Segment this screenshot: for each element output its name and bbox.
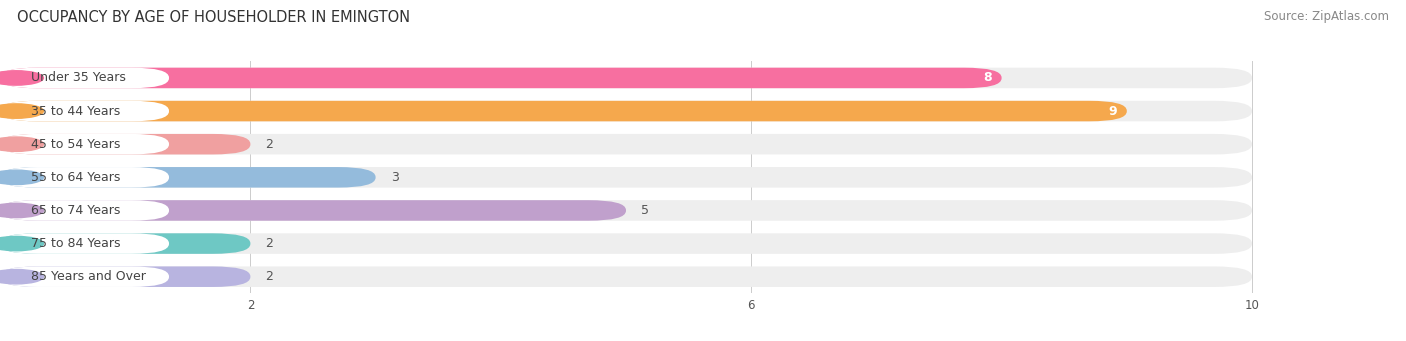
Text: 75 to 84 Years: 75 to 84 Years: [31, 237, 121, 250]
FancyBboxPatch shape: [0, 167, 375, 188]
FancyBboxPatch shape: [0, 266, 250, 287]
Text: 2: 2: [266, 237, 273, 250]
Circle shape: [0, 137, 44, 151]
Text: 9: 9: [1108, 105, 1116, 118]
FancyBboxPatch shape: [0, 233, 169, 254]
Text: OCCUPANCY BY AGE OF HOUSEHOLDER IN EMINGTON: OCCUPANCY BY AGE OF HOUSEHOLDER IN EMING…: [17, 10, 411, 25]
FancyBboxPatch shape: [0, 200, 1251, 221]
FancyBboxPatch shape: [0, 134, 169, 154]
FancyBboxPatch shape: [0, 68, 1001, 88]
Text: 45 to 54 Years: 45 to 54 Years: [31, 138, 121, 151]
Text: 2: 2: [266, 270, 273, 283]
FancyBboxPatch shape: [0, 233, 1251, 254]
Circle shape: [0, 71, 44, 85]
Text: 5: 5: [641, 204, 650, 217]
Circle shape: [0, 236, 44, 251]
Circle shape: [0, 269, 44, 284]
Text: 85 Years and Over: 85 Years and Over: [31, 270, 146, 283]
Text: Under 35 Years: Under 35 Years: [31, 72, 127, 85]
FancyBboxPatch shape: [0, 101, 1251, 121]
FancyBboxPatch shape: [0, 167, 1251, 188]
FancyBboxPatch shape: [0, 266, 1251, 287]
FancyBboxPatch shape: [0, 167, 169, 188]
Circle shape: [0, 104, 44, 118]
Text: 8: 8: [983, 72, 991, 85]
FancyBboxPatch shape: [0, 68, 169, 88]
Circle shape: [0, 170, 44, 184]
Text: Source: ZipAtlas.com: Source: ZipAtlas.com: [1264, 10, 1389, 23]
FancyBboxPatch shape: [0, 68, 1251, 88]
Text: 65 to 74 Years: 65 to 74 Years: [31, 204, 121, 217]
FancyBboxPatch shape: [0, 101, 169, 121]
Text: 35 to 44 Years: 35 to 44 Years: [31, 105, 121, 118]
FancyBboxPatch shape: [0, 101, 1126, 121]
Text: 2: 2: [266, 138, 273, 151]
Text: 55 to 64 Years: 55 to 64 Years: [31, 171, 121, 184]
Text: 3: 3: [391, 171, 398, 184]
FancyBboxPatch shape: [0, 200, 169, 221]
FancyBboxPatch shape: [0, 200, 626, 221]
FancyBboxPatch shape: [0, 233, 250, 254]
FancyBboxPatch shape: [0, 134, 250, 154]
Circle shape: [0, 203, 44, 218]
FancyBboxPatch shape: [0, 134, 1251, 154]
FancyBboxPatch shape: [0, 266, 169, 287]
